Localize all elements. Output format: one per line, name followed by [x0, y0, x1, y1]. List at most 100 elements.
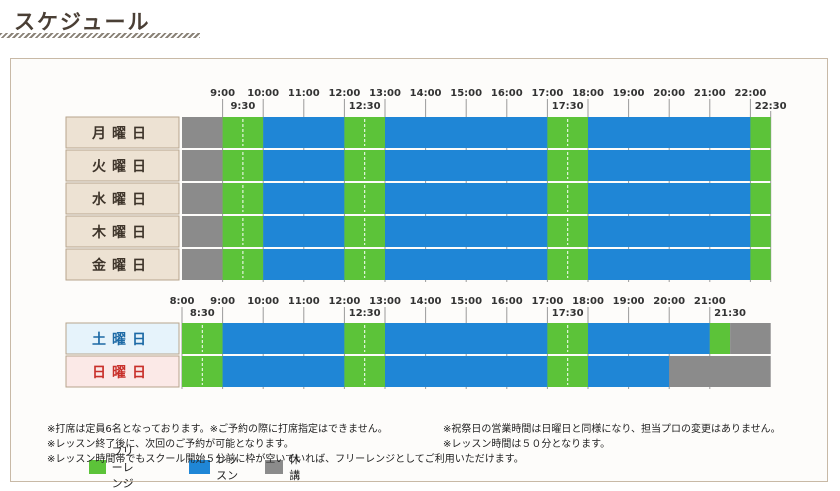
- schedule-segment-free: [344, 183, 385, 214]
- day-label-cell: [65, 322, 180, 355]
- legend-free-swatch: [89, 460, 106, 474]
- schedule-segment-lesson: [588, 117, 751, 148]
- schedule-segment-lesson: [588, 216, 751, 247]
- schedule-segment-free: [222, 150, 264, 181]
- day-label: 日曜日: [92, 365, 152, 381]
- time-label: 18:00: [572, 296, 604, 307]
- time-label: 12:30: [349, 101, 381, 112]
- schedule-segment-free: [547, 249, 588, 280]
- schedule-segment-free: [222, 249, 264, 280]
- title-bar: スケジュール: [0, 0, 840, 40]
- time-label: 22:00: [734, 88, 766, 99]
- time-label: 9:00: [210, 88, 235, 99]
- schedule-segment-closed: [182, 249, 223, 280]
- notes-left: ※打席は定員6名となっております。※ご予約の際に打席指定はできません。 ※レッス…: [47, 422, 524, 467]
- legend-closed: 休講: [265, 453, 306, 482]
- time-label: 8:30: [190, 308, 215, 319]
- time-label: 17:00: [531, 88, 563, 99]
- legend-free: フリーレンジ: [89, 445, 142, 490]
- schedule-segment-lesson: [385, 356, 548, 387]
- schedule-segment-closed: [669, 356, 771, 387]
- schedule-segment-lesson: [385, 216, 548, 247]
- schedule-segment-free: [344, 356, 385, 387]
- schedule-segment-free: [222, 117, 264, 148]
- day-label: 水曜日: [92, 191, 152, 208]
- day-label: 火曜日: [92, 159, 152, 175]
- schedule-segment-lesson: [263, 150, 345, 181]
- time-label: 15:00: [450, 88, 482, 99]
- schedule-segment-free: [750, 216, 771, 247]
- time-label: 9:00: [210, 296, 235, 307]
- schedule-segment-lesson: [588, 323, 710, 354]
- schedule-segment-free: [344, 323, 385, 354]
- schedule-segment-free: [182, 323, 223, 354]
- time-label: 19:00: [613, 296, 645, 307]
- schedule-panel: 9:00 10:00 11:00 12:00 13:00 14:00 15:00 16:00 1…: [10, 58, 828, 490]
- note-line: ※打席は定員6名となっております。※ご予約の際に打席指定はできません。: [47, 424, 388, 435]
- schedule-segment-free: [547, 117, 588, 148]
- time-label: 16:00: [491, 88, 523, 99]
- schedule-segment-free: [344, 150, 385, 181]
- time-label: 8:00: [170, 296, 195, 307]
- title-underline: [0, 33, 200, 38]
- day-label-cell: [65, 355, 180, 388]
- schedule-segment-lesson: [263, 117, 345, 148]
- schedule-segment-free: [750, 183, 771, 214]
- time-label: 13:00: [369, 296, 401, 307]
- schedule-segment-free: [222, 216, 264, 247]
- time-label: 17:30: [552, 101, 584, 112]
- legend-free-label: フリーレンジ: [111, 445, 134, 490]
- schedule-grid: 9:00 10:00 11:00 12:00 13:00 14:00 15:00 16:00 1…: [65, 88, 787, 389]
- schedule-segment-lesson: [588, 183, 751, 214]
- legend-closed-swatch: [265, 460, 284, 474]
- time-label: 12:30: [349, 308, 381, 319]
- time-label: 12:00: [328, 88, 360, 99]
- day-label: 月曜日: [91, 126, 152, 142]
- time-label: 11:00: [288, 296, 320, 307]
- schedule-segment-lesson: [385, 150, 548, 181]
- day-label-cell: [65, 215, 180, 248]
- schedule-segment-free: [547, 356, 588, 387]
- time-label: 14:00: [410, 88, 442, 99]
- legend-lesson-label: レッスン: [216, 453, 239, 482]
- day-label-cell: [65, 182, 180, 215]
- time-label: 9:30: [230, 101, 255, 112]
- schedule-segment-free: [750, 249, 771, 280]
- notes-right: ※祝祭日の営業時間は日曜日と同様になり、担当プロの変更はありません。 ※レッスン…: [443, 422, 781, 452]
- schedule-segment-lesson: [588, 150, 751, 181]
- time-label: 17:30: [552, 308, 584, 319]
- schedule-segment-lesson: [385, 117, 548, 148]
- schedule-segment-free: [182, 356, 223, 387]
- time-label: 20:00: [653, 296, 685, 307]
- schedule-segment-free: [709, 323, 731, 354]
- schedule-segment-lesson: [385, 249, 548, 280]
- schedule-segment-closed: [182, 183, 223, 214]
- time-label: 17:00: [531, 296, 563, 307]
- schedule-segment-lesson: [263, 183, 345, 214]
- time-label: 18:00: [572, 88, 604, 99]
- schedule-segment-lesson: [222, 356, 345, 387]
- time-label: 12:00: [328, 296, 360, 307]
- schedule-segment-free: [750, 117, 771, 148]
- time-label: 14:00: [410, 296, 442, 307]
- schedule-segment-free: [344, 216, 385, 247]
- day-label-cell: [65, 116, 180, 149]
- schedule-segment-lesson: [263, 249, 345, 280]
- note-line: ※レッスン終了後に、次回のご予約が可能となります。: [47, 439, 294, 450]
- schedule-segment-lesson: [588, 249, 751, 280]
- legend-lesson-swatch: [189, 460, 211, 474]
- schedule-segment-free: [547, 150, 588, 181]
- time-label: 11:00: [288, 88, 320, 99]
- day-label: 土曜日: [92, 331, 152, 348]
- time-label: 21:00: [694, 296, 726, 307]
- schedule-segment-free: [344, 117, 385, 148]
- note-line: ※祝祭日の営業時間は日曜日と同様になり、担当プロの変更はありません。: [443, 424, 781, 435]
- schedule-segment-lesson: [385, 323, 548, 354]
- schedule-segment-closed: [182, 117, 223, 148]
- schedule-segment-lesson: [385, 183, 548, 214]
- schedule-segment-free: [547, 183, 588, 214]
- day-label-cell: [65, 149, 180, 182]
- time-label: 13:00: [369, 88, 401, 99]
- time-label: 21:30: [714, 308, 746, 319]
- page-title: スケジュール: [14, 9, 151, 34]
